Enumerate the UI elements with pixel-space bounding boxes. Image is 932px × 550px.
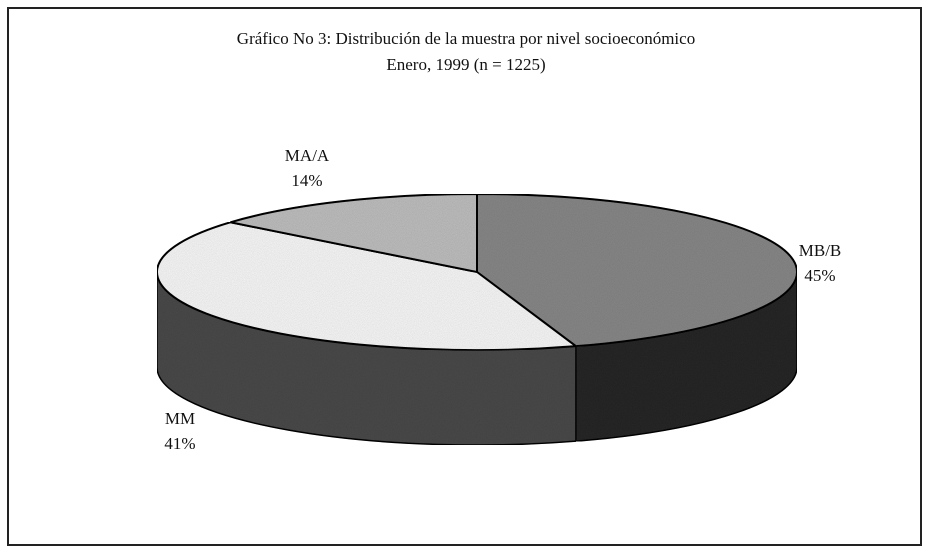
- slice: [476, 192, 798, 348]
- chart-subtitle: Enero, 1999 (n = 1225): [386, 55, 545, 74]
- slice: [230, 192, 478, 274]
- slice: [156, 221, 579, 351]
- slice-label: MA/A: [285, 146, 330, 165]
- slice-value-label: 45%: [804, 266, 835, 285]
- slice-value-label: 14%: [291, 171, 322, 190]
- slice-value-label: 41%: [164, 434, 195, 453]
- chart-title: Gráfico No 3: Distribución de la muestra…: [237, 29, 695, 48]
- slice-label: MM: [165, 409, 195, 428]
- slice-label: MB/B: [799, 241, 842, 260]
